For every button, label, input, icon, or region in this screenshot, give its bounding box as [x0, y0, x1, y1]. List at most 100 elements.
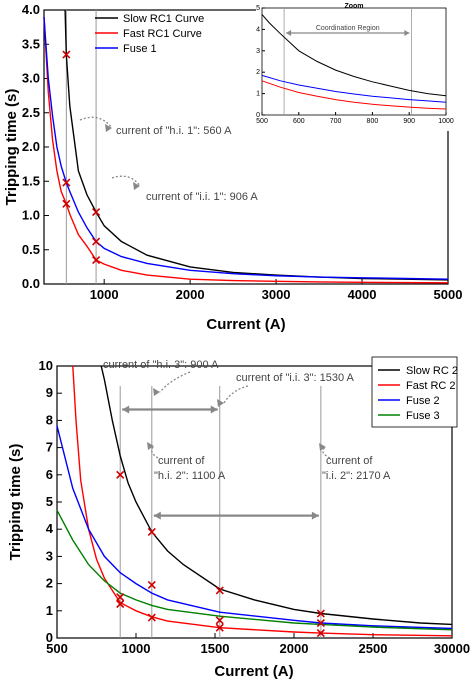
y-tick-label: 3 [46, 548, 53, 563]
y-tick-label: 0.0 [22, 276, 40, 291]
y-tick-label: 0 [256, 112, 260, 119]
series-line [261, 80, 447, 110]
x-tick-label: 1000 [122, 641, 151, 656]
data-marker [147, 580, 156, 590]
x-tick-label: 900 [403, 118, 415, 125]
y-tick-label: 1.5 [22, 173, 40, 188]
annotation-arrow-head [153, 388, 160, 396]
x-tick-label: 500 [46, 641, 68, 656]
data-marker [116, 593, 125, 602]
data-marker [62, 50, 71, 59]
annotation-text: "h.i. 2": 1100 A [154, 470, 226, 482]
data-marker [316, 618, 325, 628]
y-tick-label: 6 [46, 467, 53, 482]
y-axis-label: Tripping time (s) [7, 444, 24, 561]
x-tick-label: 1000 [438, 118, 454, 125]
data-marker [116, 470, 125, 479]
legend-label: Slow RC 2 [406, 365, 458, 377]
data-marker [92, 255, 101, 265]
series-line [56, 509, 453, 631]
series-line [261, 14, 447, 97]
legend-label: Fuse 3 [406, 410, 440, 422]
annotation-pointer [322, 446, 331, 459]
x-axis-label: Current (A) [214, 663, 293, 680]
x-tick-label: 600 [293, 118, 305, 125]
x-tick-label: 700 [330, 118, 342, 125]
data-marker [215, 586, 224, 595]
annotation-text: current of "h.i. 3": 900 A [103, 359, 219, 371]
x-tick-label: 1500 [201, 641, 230, 656]
annotation-text: current of "i.i. 3": 1530 A [236, 372, 355, 384]
x-tick-label: 30000 [434, 641, 470, 656]
arrow-head [210, 405, 218, 414]
y-tick-label: 3.5 [22, 36, 40, 51]
x-tick-label: 2000 [176, 287, 205, 302]
series-line [43, 16, 449, 284]
annotation-arrow-head [147, 442, 154, 450]
legend-label: Fast RC 2 [406, 380, 456, 392]
legend-label: Fuse 2 [406, 395, 440, 407]
data-marker [147, 613, 156, 622]
data-marker [116, 599, 125, 609]
arrow-head [404, 30, 410, 36]
y-tick-label: 4 [256, 26, 260, 33]
x-tick-label: 500 [256, 118, 268, 125]
y-tick-label: 5 [256, 5, 260, 12]
y-tick-label: 2 [46, 576, 53, 591]
annotation-pointer [159, 371, 191, 393]
annotation-text: "i.i. 2": 2170 A [322, 470, 391, 482]
data-marker [62, 199, 71, 208]
arrow-head [311, 511, 319, 520]
x-tick-label: 1000 [90, 287, 119, 302]
data-marker [62, 178, 71, 187]
y-tick-label: 5 [46, 494, 53, 509]
inset-background [256, 4, 454, 131]
y-tick-label: 3.0 [22, 71, 40, 86]
series-line [43, 16, 449, 280]
chart-bottom: 500 1000 1500 2000 2500 30000 0 1 2 3 4 5 6 7 8 9 10 Curr… [7, 356, 470, 680]
arrow-head [122, 405, 130, 414]
series-line [261, 74, 447, 103]
y-tick-label: 4.0 [22, 2, 40, 17]
x-tick-label: 3000 [262, 287, 291, 302]
annotation-text: current of [158, 455, 205, 467]
y-tick-label: 4 [46, 521, 54, 536]
x-tick-label: 5000 [434, 287, 463, 302]
data-marker [316, 609, 325, 618]
series-line [56, 425, 453, 630]
y-tick-label: 0.5 [22, 242, 40, 257]
annotation-arrow-head [319, 443, 326, 451]
annotation-arrow-head [133, 182, 140, 190]
y-tick-label: 9 [46, 385, 53, 400]
data-marker [147, 527, 156, 536]
annotation-pointer [223, 385, 249, 404]
annotation-text: current of "i.i. 1": 906 A [146, 191, 258, 203]
annotation-text: current of "h.i. 1": 560 A [116, 125, 232, 137]
y-tick-label: 1.0 [22, 208, 40, 223]
data-marker [92, 208, 101, 217]
annotation-pointer [79, 116, 113, 129]
y-tick-label: 2.0 [22, 139, 40, 154]
x-tick-label: 4000 [348, 287, 377, 302]
arrow-head [153, 511, 161, 520]
series-line [100, 365, 453, 626]
inset-title: Zoom [344, 3, 363, 10]
annotation-arrow-head [105, 124, 112, 132]
inset-region-label: Coordination Region [316, 25, 380, 32]
y-tick-label: 0 [46, 630, 53, 645]
legend-label: Fast RC1 Curve [123, 28, 202, 40]
annotation-text: current of [326, 455, 373, 467]
series-line [72, 365, 453, 637]
legend: Slow RC 2 Fast RC 2 Fuse 2 Fuse 3 [371, 356, 458, 428]
y-tick-label: 1 [46, 603, 53, 618]
legend: Slow RC1 Curve Fast RC1 Curve Fuse 1 [95, 13, 204, 55]
x-tick-label: 800 [367, 118, 379, 125]
annotation-pointer [111, 175, 141, 187]
data-marker [215, 616, 224, 625]
y-tick-label: 7 [46, 440, 53, 455]
annotation-arrow-head [217, 399, 224, 407]
legend-label: Slow RC1 Curve [123, 13, 204, 25]
x-axis-label: Current (A) [206, 316, 285, 333]
y-axis-label: Tripping time (s) [3, 89, 20, 206]
